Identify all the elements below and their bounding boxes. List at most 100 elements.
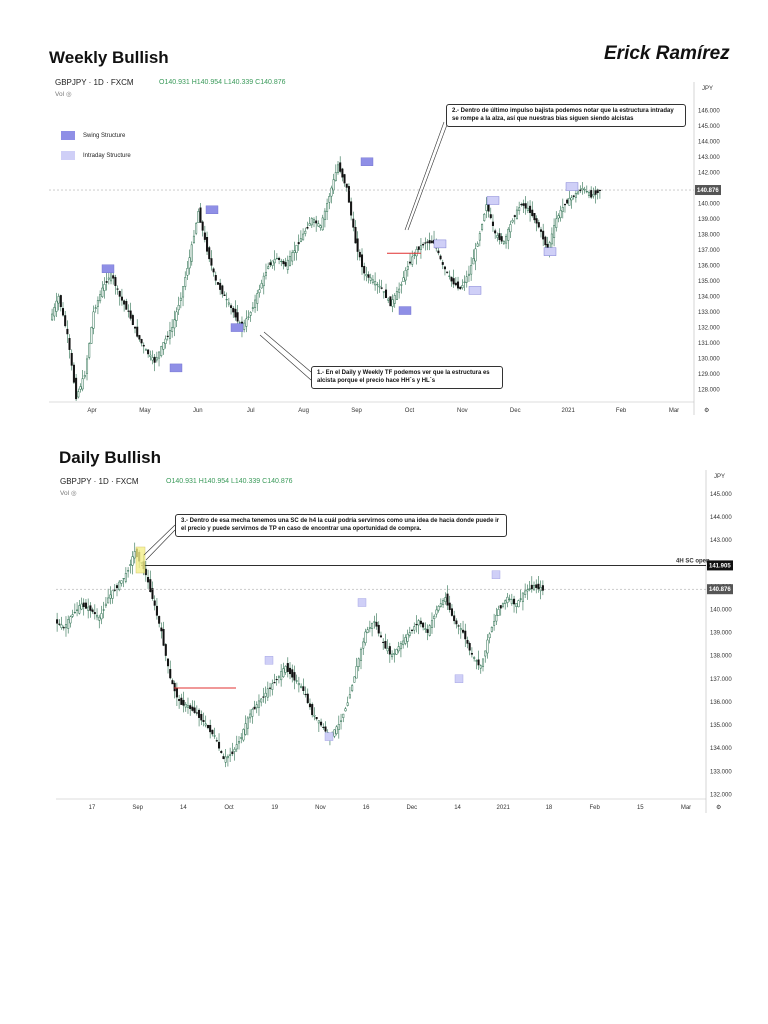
candle-body — [315, 717, 318, 720]
candle-body — [491, 221, 494, 226]
candle-body — [409, 261, 412, 264]
y-tick-label: 138.000 — [698, 233, 720, 239]
candle-body — [553, 225, 556, 238]
wick-highlight — [135, 546, 146, 574]
candle-body — [92, 311, 95, 329]
candle-body — [488, 633, 491, 639]
candle-body — [506, 596, 509, 603]
candle-body — [234, 308, 237, 318]
y-tick-label: 133.000 — [710, 769, 732, 775]
candle-body — [131, 556, 134, 566]
annotation-pointer-1b — [259, 334, 312, 381]
candle-body — [109, 594, 112, 599]
candle-body — [353, 676, 356, 683]
candle-body — [443, 266, 446, 270]
candle-body — [326, 203, 329, 212]
y-tick-label: 139.000 — [698, 217, 720, 223]
candle-body — [171, 327, 174, 332]
structure-marker — [169, 363, 183, 373]
candle-body — [360, 254, 364, 268]
candle-body — [371, 279, 374, 283]
candle-body — [398, 288, 401, 293]
structure-marker — [454, 674, 464, 683]
candle-body — [419, 245, 422, 250]
weekly-volume-label: Vol ◎ — [55, 91, 72, 98]
candle-body — [321, 217, 324, 231]
candle-body — [302, 686, 305, 691]
candle-body — [437, 606, 440, 611]
candle-body — [160, 627, 163, 632]
structure-marker — [491, 570, 501, 579]
candle-body — [475, 660, 478, 662]
candle-body — [264, 271, 267, 276]
y-tick-label: 137.000 — [698, 248, 720, 254]
candle-body — [243, 322, 246, 330]
candle-body — [127, 310, 130, 312]
candle-body — [324, 726, 327, 732]
candle-body — [373, 621, 376, 623]
candle-body — [260, 283, 263, 289]
candle-body — [510, 599, 513, 604]
x-tick-label: Nov — [315, 805, 326, 811]
candle-body — [175, 687, 178, 698]
sc-open-value: 141.905 — [709, 563, 731, 569]
author-name: Erick Ramírez — [604, 43, 730, 64]
candle-body — [368, 627, 371, 629]
weekly-chart[interactable]: GBPJPY · 1D · FXCM O140.931 H140.954 L14… — [49, 70, 729, 415]
candle-body — [320, 721, 323, 726]
candle-body — [226, 756, 229, 759]
candle-body — [484, 650, 487, 657]
candle-body — [313, 714, 316, 717]
candle-body — [513, 215, 516, 217]
candle-body — [386, 648, 389, 652]
candle-body — [284, 262, 287, 267]
candle-body — [462, 629, 465, 633]
daily-chart[interactable]: GBPJPY · 1D · FXCM O140.931 H140.954 L14… — [56, 470, 736, 822]
structure-marker — [324, 732, 334, 741]
eye-icon[interactable]: ◎ — [70, 490, 77, 497]
candle-body — [111, 590, 114, 599]
weekly-ohlc: O140.931 H140.954 L140.339 C140.876 — [159, 79, 286, 86]
candle-body — [246, 717, 249, 729]
candle-body — [120, 580, 123, 584]
candle-body — [563, 203, 567, 206]
structure-marker — [360, 157, 374, 166]
candle-body — [116, 288, 119, 290]
candle-body — [293, 250, 296, 253]
candle-body — [98, 616, 101, 621]
candle-body — [149, 579, 152, 592]
candle-body — [286, 663, 289, 672]
candle-body — [466, 639, 469, 644]
candle-body — [103, 284, 106, 291]
candle-body — [502, 240, 505, 244]
sc-open-tag — [707, 560, 733, 571]
legend-intraday-swatch — [61, 151, 75, 160]
candle-body — [531, 209, 534, 217]
candle-body — [173, 319, 176, 329]
candle-body — [75, 377, 78, 400]
candle-body — [244, 723, 247, 735]
eye-icon[interactable]: ◎ — [65, 91, 72, 98]
candle-body — [77, 391, 80, 398]
candle-body — [275, 678, 278, 681]
candle-body — [509, 224, 512, 233]
candle-body — [504, 600, 507, 605]
candle-body — [555, 218, 558, 228]
candle-body — [497, 609, 500, 616]
y-tick-label: 143.000 — [710, 538, 732, 544]
candle-body — [467, 273, 470, 276]
candle-body — [446, 271, 449, 273]
candle-body — [184, 703, 187, 708]
candle-body — [476, 243, 479, 247]
candle-body — [312, 219, 316, 223]
candle-body — [218, 741, 221, 749]
candle-body — [225, 299, 228, 301]
daily-ohlc: O140.931 H140.954 L140.339 C140.876 — [166, 478, 293, 485]
x-tick-label: 14 — [454, 805, 461, 811]
candle-body — [100, 613, 103, 620]
candle-body — [297, 242, 300, 245]
candle-body — [344, 708, 347, 712]
candle-body — [459, 286, 462, 290]
structure-marker — [398, 306, 412, 315]
candle-body — [271, 683, 274, 690]
